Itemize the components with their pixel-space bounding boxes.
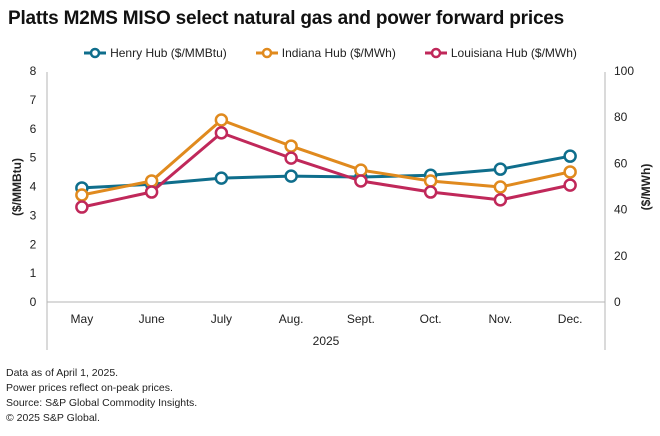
data-point-indiana-hub[interactable] [563,165,577,179]
left-tick-label: 0 [30,295,37,309]
x-axis-ticks: May June July Aug. Sept. Oct. Nov. Dec. [71,312,583,326]
left-tick-label: 4 [30,180,37,194]
x-tick-label: May [71,312,94,326]
footnote-power-prices: Power prices reflect on-peak prices. [6,382,173,394]
series-group [75,113,577,214]
data-point-indiana-hub[interactable] [284,139,298,153]
data-point-louisiana-hub[interactable] [354,174,368,188]
left-axis-ticks: 0 1 2 3 4 5 6 7 8 [30,64,37,309]
left-tick-label: 3 [30,208,37,222]
legend: Henry Hub ($/MMBtu) Indiana Hub ($/MWh) … [0,46,660,60]
x-tick-label: June [139,312,165,326]
legend-item-indiana-hub: Indiana Hub ($/MWh) [255,46,396,60]
data-point-indiana-hub[interactable] [423,174,438,188]
right-tick-label: 80 [614,110,628,124]
left-axis-title: ($/MMBtu) [10,158,24,216]
series-louisiana-hub [75,126,577,214]
series-line-indiana-hub [81,118,571,197]
x-tick-label: Nov. [488,312,512,326]
x-tick-label: Sept. [347,312,375,326]
left-tick-label: 8 [30,64,37,78]
legend-marker-henry-hub-icon [84,47,107,59]
data-point-indiana-hub[interactable] [493,180,508,194]
legend-marker-louisiana-hub-icon [424,47,447,59]
footnote-source: Source: S&P Global Commodity Insights. [6,397,198,409]
data-point-indiana-hub[interactable] [214,113,229,127]
left-tick-label: 7 [30,93,37,107]
data-point-henry-hub[interactable] [284,169,298,183]
left-tick-label: 5 [30,151,37,165]
data-point-louisiana-hub[interactable] [214,126,229,140]
left-tick-label: 2 [30,237,37,251]
data-point-henry-hub[interactable] [214,171,229,185]
data-point-louisiana-hub[interactable] [75,200,89,214]
data-point-henry-hub[interactable] [563,149,577,163]
data-point-indiana-hub[interactable] [75,188,89,202]
left-tick-label: 1 [30,266,37,280]
legend-label-henry-hub: Henry Hub ($/MMBtu) [110,46,227,60]
right-tick-label: 40 [614,203,628,217]
data-point-henry-hub[interactable] [493,162,508,176]
footnote-data-date: Data as of April 1, 2025. [6,367,119,379]
right-tick-label: 0 [614,295,621,309]
left-tick-label: 6 [30,122,37,136]
legend-label-louisiana-hub: Louisiana Hub ($/MWh) [450,46,577,60]
series-line-louisiana-hub [81,131,571,209]
x-axis-title: 2025 [313,334,340,348]
legend-item-henry-hub: Henry Hub ($/MMBtu) [83,46,227,60]
data-point-indiana-hub[interactable] [354,163,368,177]
data-point-louisiana-hub[interactable] [284,151,298,165]
x-tick-label: Aug. [279,312,304,326]
right-tick-label: 20 [614,249,628,263]
axes [46,72,606,350]
footnotes: Data as of April 1, 2025. Power prices r… [6,366,197,426]
x-tick-label: Oct. [420,312,442,326]
right-tick-label: 100 [614,64,634,78]
legend-marker-indiana-hub-icon [255,47,278,59]
x-tick-label: Dec. [558,312,583,326]
footnote-copyright: © 2025 S&P Global. [6,412,100,424]
chart-title: Platts M2MS MISO select natural gas and … [8,8,565,29]
x-tick-label: July [211,312,232,326]
legend-item-louisiana-hub: Louisiana Hub ($/MWh) [424,46,577,60]
data-point-louisiana-hub[interactable] [144,185,159,199]
data-point-louisiana-hub[interactable] [493,193,508,207]
legend-label-indiana-hub: Indiana Hub ($/MWh) [281,46,396,60]
data-point-louisiana-hub[interactable] [563,178,577,192]
right-axis-title: ($/MWh) [639,164,653,211]
right-tick-label: 60 [614,156,628,170]
data-point-louisiana-hub[interactable] [423,185,438,199]
right-axis-ticks: 0 20 40 60 80 100 [614,64,634,309]
data-point-indiana-hub[interactable] [144,174,159,188]
